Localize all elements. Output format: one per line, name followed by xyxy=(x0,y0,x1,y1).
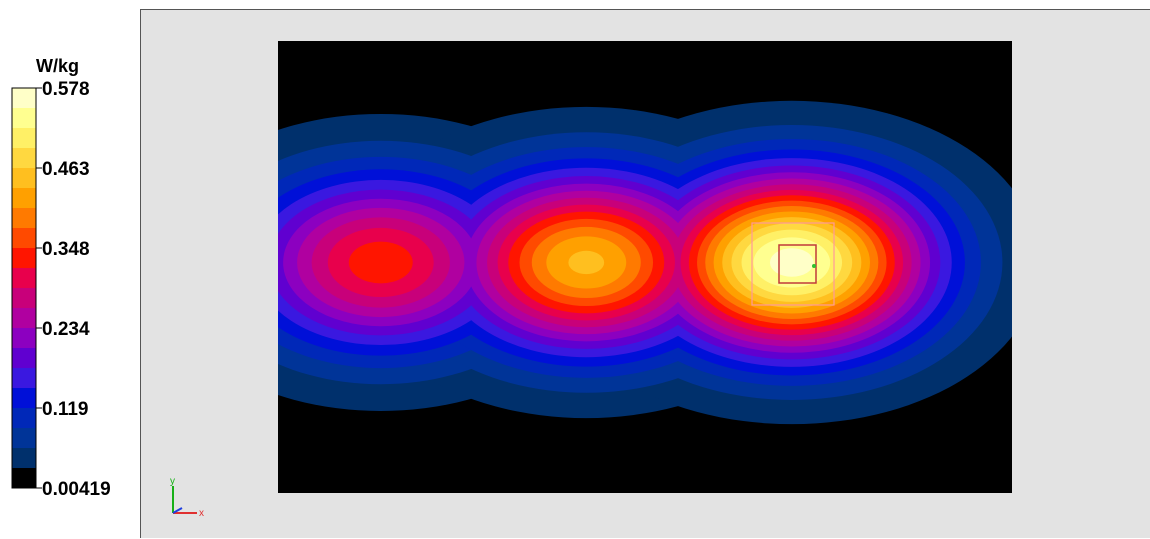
colorbar-tick-label: 0.234 xyxy=(42,319,90,340)
colorbar-unit: W/kg xyxy=(36,56,79,76)
colorbar-band xyxy=(12,328,36,349)
sar-plot-svg: y x xyxy=(141,10,1150,539)
colorbar-band xyxy=(12,188,36,209)
colorbar-band xyxy=(12,428,36,449)
colorbar-band xyxy=(12,288,36,309)
colorbar-band xyxy=(12,208,36,229)
colorbar-band xyxy=(12,308,36,329)
colorbar-band xyxy=(12,128,36,149)
colorbar-band xyxy=(12,268,36,289)
colorbar-band xyxy=(12,348,36,369)
colorbar-band xyxy=(12,388,36,409)
axis-triad: y x xyxy=(170,476,204,519)
contour-level xyxy=(770,248,814,277)
colorbar-band xyxy=(12,468,36,489)
contour-level xyxy=(349,242,413,284)
contour-level xyxy=(568,251,604,274)
colorbar-tick-label: 0.578 xyxy=(42,79,90,100)
colorbar-bands xyxy=(12,88,36,489)
peak-marker xyxy=(812,264,816,268)
colorbar-svg: W/kg 0.578 0.463 0.348 0.234 0.119 0.00419 xyxy=(0,0,140,538)
colorbar-ticks: 0.578 0.463 0.348 0.234 0.119 0.00419 xyxy=(36,79,111,500)
colorbar-band xyxy=(12,368,36,389)
colorbar-legend: W/kg 0.578 0.463 0.348 0.234 0.119 0.00419 xyxy=(0,0,140,538)
colorbar-band xyxy=(12,228,36,249)
sar-contours xyxy=(153,101,1039,424)
colorbar-band xyxy=(12,88,36,109)
colorbar-tick-label: 0.463 xyxy=(42,159,90,180)
colorbar-band xyxy=(12,248,36,269)
sar-viewport[interactable]: y x xyxy=(140,9,1150,538)
y-axis-label: y xyxy=(170,476,175,487)
colorbar-band xyxy=(12,168,36,189)
colorbar-tick-label: 0.119 xyxy=(42,399,89,420)
colorbar-band xyxy=(12,108,36,129)
colorbar-band xyxy=(12,408,36,429)
colorbar-tick-label: 0.348 xyxy=(42,239,90,260)
colorbar-band xyxy=(12,448,36,469)
x-axis-label: x xyxy=(199,508,204,519)
colorbar-band xyxy=(12,148,36,169)
colorbar-tick-label: 0.00419 xyxy=(42,479,111,500)
